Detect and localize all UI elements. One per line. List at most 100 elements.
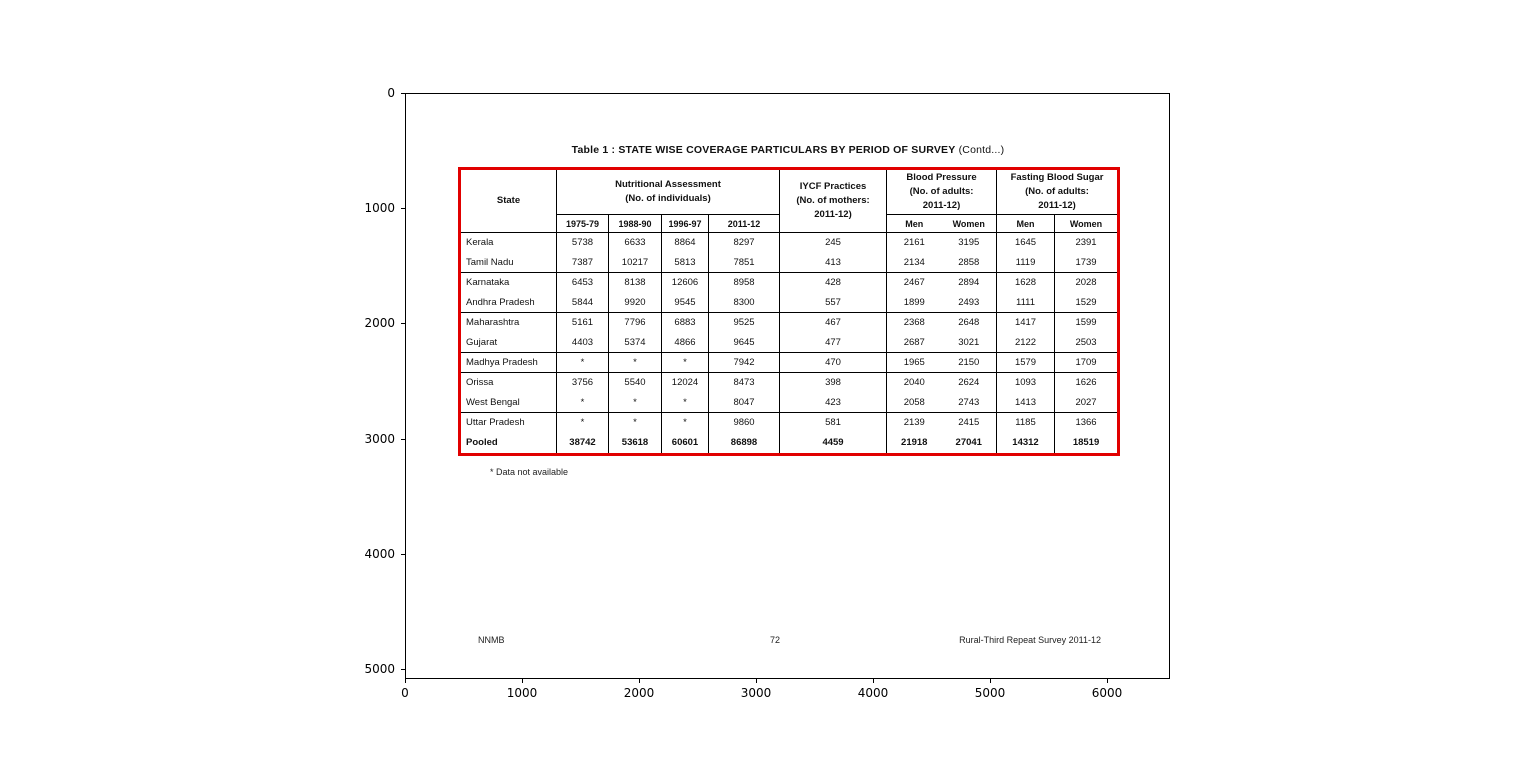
cell-value: 1111: [996, 292, 1056, 313]
cell-value: 2493: [941, 292, 998, 313]
header-bp-women: Women: [941, 214, 998, 233]
cell-value: 1093: [996, 372, 1056, 393]
cell-value: 5738: [556, 232, 609, 253]
cell-value: 7942: [707, 352, 781, 373]
header-na-line2: (No. of individuals): [625, 193, 711, 204]
y-tick-label: 2000: [364, 316, 395, 331]
header-blood-pressure: Blood Pressure (No. of adults: 2011-12): [886, 168, 998, 215]
cell-value: 4459: [779, 432, 888, 455]
cell-value: 428: [779, 272, 888, 293]
header-fbs-line1: Fasting Blood Sugar: [1010, 171, 1104, 183]
cell-value: 398: [779, 372, 888, 393]
x-tick-mark: [639, 679, 640, 683]
x-tick-label: 3000: [740, 686, 772, 700]
header-iycf: IYCF Practices (No. of mothers: 2011-12): [779, 168, 888, 233]
cell-value: 3756: [556, 372, 609, 393]
y-tick-label: 4000: [364, 546, 395, 561]
cell-value: *: [556, 392, 609, 413]
x-tick-label: 0: [401, 686, 409, 700]
header-iycf-line1: IYCF Practices: [799, 180, 867, 192]
cell-value: 12606: [661, 272, 709, 293]
cell-value: 423: [779, 392, 888, 413]
x-tick-mark: [522, 679, 523, 683]
header-state: State: [459, 168, 557, 233]
table-row: Gujarat 4403 5374 4866 9645 477 2687 3021 2122 25…: [459, 332, 1120, 353]
header-iycf-line2: (No. of mothers:: [796, 194, 870, 206]
table-row: Uttar Pradesh * * * 9860 581 2139 2415 1185 1366: [459, 412, 1120, 433]
cell-state: Maharashtra: [459, 312, 557, 333]
cell-value: 5540: [608, 372, 662, 393]
cell-value: 8958: [707, 272, 781, 293]
y-tick-mark: [401, 93, 405, 94]
table-title-main: Table 1 : STATE WISE COVERAGE PARTICULAR…: [571, 144, 956, 156]
y-tick-mark: [401, 553, 405, 555]
header-iycf-line3: 2011-12): [814, 209, 852, 221]
cell-value: 2368: [886, 312, 942, 333]
cell-value: 8297: [707, 232, 781, 253]
x-tick-mark: [873, 679, 874, 683]
cell-value: 413: [779, 252, 888, 273]
cell-value: 60601: [661, 432, 709, 455]
cell-value: 1366: [1054, 412, 1120, 433]
cell-value: 2467: [886, 272, 942, 293]
cell-value: 1413: [996, 392, 1056, 413]
cell-value: 27041: [941, 432, 998, 455]
page-footer-survey: Rural-Third Repeat Survey 2011-12: [959, 635, 1101, 645]
cell-value: 2040: [886, 372, 942, 393]
header-fasting-blood-sugar: Fasting Blood Sugar (No. of adults: 2011…: [996, 168, 1120, 215]
header-bp-line2: (No. of adults:: [909, 185, 974, 197]
cell-state: West Bengal: [459, 392, 557, 413]
cell-value: 1185: [996, 412, 1056, 433]
cell-value: 2624: [941, 372, 998, 393]
cell-value: 10217: [608, 252, 662, 273]
cell-state: Andhra Pradesh: [459, 292, 557, 313]
page-footer-pagenumber: 72: [770, 635, 781, 645]
x-tick-mark: [756, 679, 757, 683]
cell-value: 245: [779, 232, 888, 253]
cell-value: 9545: [661, 292, 709, 313]
header-year-2011-12: 2011-12: [707, 214, 781, 233]
cell-value: 2139: [886, 412, 942, 433]
page-footer-nnmb: NNMB: [478, 635, 505, 645]
x-tick-mark: [1107, 679, 1108, 683]
cell-state: Pooled: [459, 432, 557, 455]
header-fbs-line2: (No. of adults:: [1025, 185, 1089, 197]
cell-state: Kerala: [459, 232, 557, 253]
cell-value: 2058: [886, 392, 942, 413]
cell-value: 9860: [707, 412, 781, 433]
cell-value: 38742: [556, 432, 609, 455]
cell-value: 1626: [1054, 372, 1120, 393]
cell-value: 2161: [886, 232, 942, 253]
header-year-1996-97: 1996-97: [661, 214, 709, 233]
header-na-line1: Nutritional Assessment: [615, 178, 721, 190]
cell-value: 3021: [941, 332, 998, 353]
x-tick-label: 6000: [1091, 686, 1123, 700]
cell-state: Gujarat: [459, 332, 557, 353]
cell-value: 477: [779, 332, 888, 353]
cell-value: 6883: [661, 312, 709, 333]
cell-value: 8864: [661, 232, 709, 253]
y-tick-mark: [401, 208, 405, 210]
cell-state: Tamil Nadu: [459, 252, 557, 273]
cell-value: 18519: [1054, 432, 1120, 455]
cell-value: *: [661, 352, 709, 373]
table-row: Tamil Nadu 7387 10217 5813 7851 413 2134 2858 11…: [459, 252, 1120, 273]
cell-value: 8473: [707, 372, 781, 393]
cell-value: 5161: [556, 312, 609, 333]
x-tick-mark: [405, 679, 406, 683]
cell-value: 2391: [1054, 232, 1120, 253]
header-bp-line1: Blood Pressure: [906, 171, 977, 183]
x-tick-label: 5000: [974, 686, 1006, 700]
cell-value: 8047: [707, 392, 781, 413]
cell-value: *: [608, 392, 662, 413]
cell-value: *: [556, 352, 609, 373]
header-fbs-women: Women: [1054, 214, 1120, 233]
cell-value: 9525: [707, 312, 781, 333]
cell-value: *: [661, 412, 709, 433]
header-year-1988-90: 1988-90: [608, 214, 662, 233]
cell-state: Karnataka: [459, 272, 557, 293]
header-bp-line3: 2011-12): [922, 200, 961, 212]
cell-value: 86898: [707, 432, 781, 455]
y-tick-label: 5000: [364, 662, 395, 676]
